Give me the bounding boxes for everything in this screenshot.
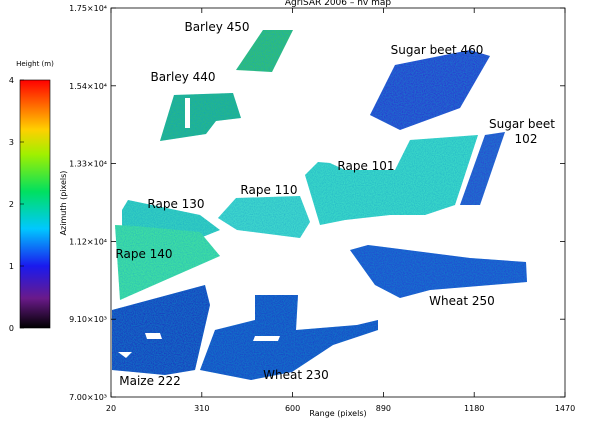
y-tick-label: 1.12×10⁴: [69, 237, 107, 246]
y-tick-label: 7.00×10³: [69, 393, 107, 402]
field-label: Maize 222: [119, 374, 180, 388]
colorbar-tick-label: 3: [9, 138, 14, 147]
chart-title: AgriSAR 2006 – hv map: [285, 0, 392, 8]
colorbar-tick-label: 4: [9, 76, 14, 85]
field: [370, 50, 490, 130]
field-label: Wheat 250: [429, 294, 495, 308]
field: [218, 196, 310, 238]
x-tick-label: 600: [285, 404, 300, 413]
field-label: Rape 101: [337, 159, 394, 173]
field-label: Barley 450: [184, 20, 249, 34]
y-tick-label: 1.54×10⁴: [69, 82, 107, 91]
field: [350, 245, 527, 298]
field-label: 102: [515, 132, 538, 146]
y-axis-label: Azimuth (pixels): [59, 171, 68, 236]
field: [112, 285, 210, 375]
field-label: Wheat 230: [263, 368, 329, 382]
gap: [185, 98, 190, 128]
x-tick-label: 890: [376, 404, 391, 413]
field-label: Rape 130: [147, 197, 204, 211]
field: [160, 93, 241, 141]
y-tick-label: 1.75×10⁴: [69, 4, 107, 13]
colorbar-tick-label: 2: [9, 200, 14, 209]
gap: [145, 333, 162, 339]
field-label: Barley 440: [150, 70, 215, 84]
x-tick-label: 310: [194, 404, 209, 413]
colorbar: [20, 80, 50, 328]
field-label: Rape 110: [240, 183, 297, 197]
x-tick-label: 1180: [464, 404, 484, 413]
chart: AgriSAR 2006 – hv map Range (pixels) Azi…: [0, 0, 591, 423]
colorbar-tick-label: 1: [9, 262, 14, 271]
colorbar-label: Height (m): [16, 60, 54, 68]
field: [305, 135, 478, 225]
x-axis-label: Range (pixels): [309, 409, 366, 418]
field: [236, 30, 293, 72]
x-tick-label: 20: [106, 404, 116, 413]
colorbar-tick-label: 0: [9, 324, 14, 333]
y-tick-label: 9.10×10³: [69, 315, 107, 324]
y-tick-label: 1.33×10⁴: [69, 160, 107, 169]
field-label: Rape 140: [115, 247, 172, 261]
field-label: Sugar beet 460: [391, 43, 484, 57]
field-label: Sugar beet: [489, 117, 555, 131]
gap: [253, 336, 280, 341]
x-tick-label: 1470: [555, 404, 575, 413]
